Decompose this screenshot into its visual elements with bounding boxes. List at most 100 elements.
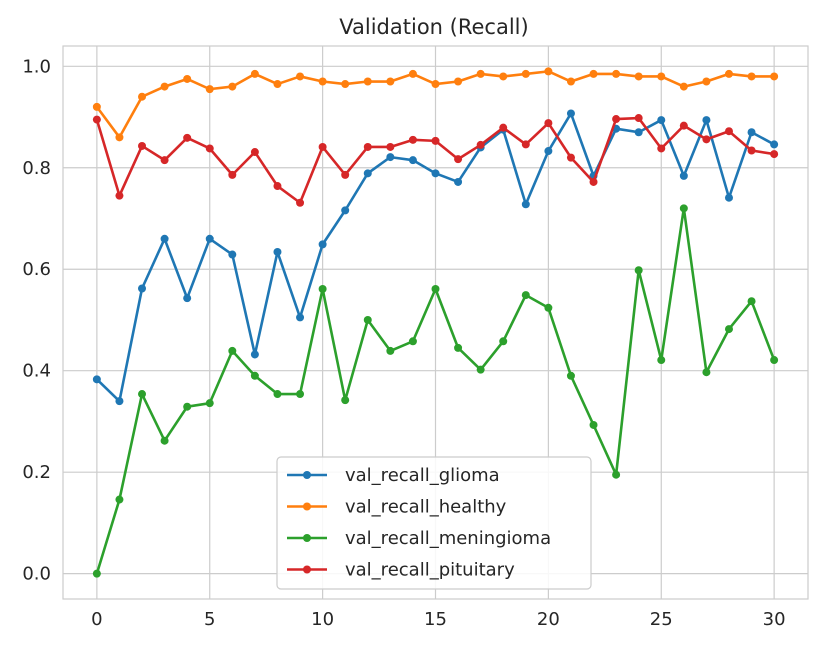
data-point (657, 72, 666, 81)
data-point (183, 133, 192, 142)
data-point (160, 82, 169, 91)
data-point (363, 169, 372, 178)
data-point (589, 69, 598, 78)
data-point (273, 80, 282, 89)
data-point (521, 69, 530, 78)
data-point (228, 346, 237, 355)
data-point (363, 77, 372, 86)
data-point (657, 144, 666, 153)
data-point (431, 285, 440, 294)
data-point (273, 390, 282, 399)
x-tick-label: 15 (424, 609, 447, 630)
data-point (205, 85, 214, 94)
data-point (770, 72, 779, 81)
data-point (634, 128, 643, 137)
data-point (386, 142, 395, 151)
data-point (679, 82, 688, 91)
legend-item: val_recall_meningioma (287, 528, 551, 549)
series-layer (92, 67, 779, 578)
data-point (431, 80, 440, 89)
data-point (138, 92, 147, 101)
data-point (612, 115, 621, 124)
data-point (138, 390, 147, 399)
data-point (544, 303, 553, 312)
data-point (341, 80, 350, 89)
y-tick-label: 0.8 (22, 158, 51, 179)
legend-item: val_recall_glioma (287, 465, 500, 486)
data-point (341, 170, 350, 179)
legend-label: val_recall_healthy (345, 497, 507, 518)
data-point (499, 337, 508, 346)
data-point (408, 69, 417, 78)
data-point (250, 69, 259, 78)
data-point (92, 102, 101, 111)
legend-label: val_recall_meningioma (345, 528, 551, 549)
data-point (341, 396, 350, 405)
data-point (702, 116, 711, 125)
data-point (521, 140, 530, 149)
data-point (205, 144, 214, 153)
data-point (386, 77, 395, 86)
data-point (634, 266, 643, 275)
grid-lines (63, 46, 808, 599)
data-point (589, 177, 598, 186)
plot-frame (62, 45, 809, 600)
chart-title: Validation (Recall) (339, 15, 528, 39)
data-point (679, 171, 688, 180)
data-point (205, 399, 214, 408)
data-point (724, 127, 733, 136)
legend: val_recall_glioma val_recall_healthy val_r… (276, 456, 592, 590)
data-point (724, 69, 733, 78)
data-point (250, 371, 259, 380)
data-point (476, 140, 485, 149)
data-point (499, 72, 508, 81)
legend-swatch-marker (303, 471, 311, 479)
data-point (138, 284, 147, 293)
legend-label: val_recall_pituitary (345, 560, 515, 581)
x-tick-label: 10 (311, 609, 334, 630)
data-point (183, 402, 192, 411)
data-point (318, 142, 327, 151)
data-point (454, 177, 463, 186)
data-point (566, 153, 575, 162)
y-tick-label: 0.2 (22, 462, 51, 483)
data-point (679, 204, 688, 213)
data-point (770, 140, 779, 149)
legend-item: val_recall_healthy (287, 497, 507, 518)
series-val_recall_pituitary (92, 114, 779, 207)
data-point (521, 291, 530, 300)
data-point (296, 198, 305, 207)
data-point (408, 135, 417, 144)
data-point (702, 135, 711, 144)
data-point (92, 115, 101, 124)
data-point (702, 77, 711, 86)
y-axis-ticks: 0.0 0.2 0.4 0.6 0.8 1.0 (22, 56, 51, 584)
y-tick-label: 0.6 (22, 259, 51, 280)
data-point (476, 365, 485, 374)
legend-label: val_recall_glioma (345, 465, 500, 486)
data-point (273, 247, 282, 256)
data-point (408, 156, 417, 165)
y-tick-label: 0.0 (22, 564, 51, 585)
data-point (92, 375, 101, 384)
data-point (205, 234, 214, 243)
data-point (115, 397, 124, 406)
legend-item: val_recall_pituitary (287, 560, 515, 581)
legend-swatch-marker (303, 534, 311, 542)
data-point (363, 315, 372, 324)
data-point (296, 313, 305, 322)
data-point (250, 148, 259, 157)
data-point (657, 356, 666, 365)
data-point (431, 136, 440, 145)
data-point (318, 240, 327, 249)
data-point (747, 72, 756, 81)
data-point (747, 146, 756, 155)
data-point (273, 182, 282, 191)
data-point (702, 368, 711, 377)
data-point (634, 114, 643, 123)
data-point (160, 436, 169, 445)
data-point (318, 77, 327, 86)
data-point (250, 350, 259, 359)
data-point (183, 74, 192, 83)
